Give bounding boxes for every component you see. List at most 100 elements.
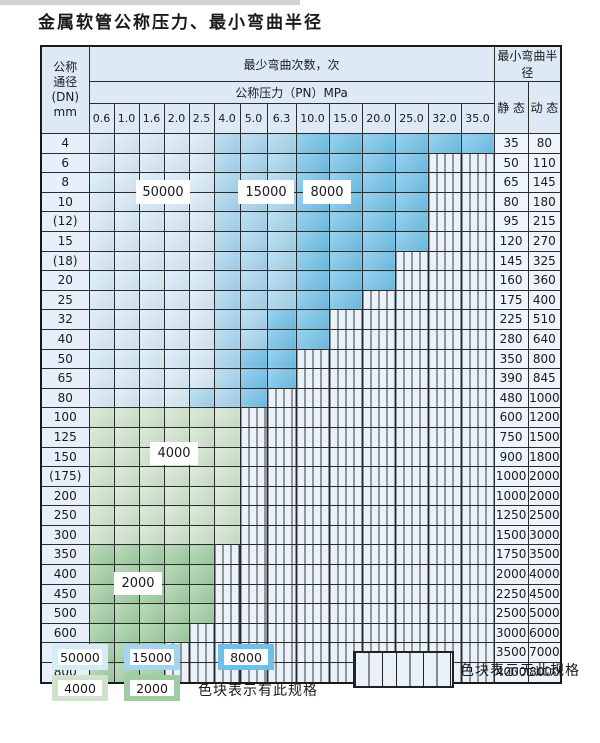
dn-value: 8: [40, 172, 90, 193]
no-spec-cell: [394, 466, 429, 487]
spec-cell: [361, 172, 396, 193]
no-spec-cell: [266, 583, 297, 605]
no-spec-cell: [394, 426, 429, 448]
no-spec-cell: [394, 328, 429, 350]
no-spec-cell: [394, 289, 429, 311]
legend-has-spec-text: 色块表示有此规格: [198, 683, 318, 699]
table-row: 6 50 110: [40, 152, 562, 174]
dynamic-column-header: 动 态: [527, 81, 562, 134]
zone-label-8000: 8000: [303, 180, 351, 204]
spec-cell: [113, 426, 140, 448]
no-spec-cell: [361, 426, 396, 448]
spec-cell: [88, 622, 115, 644]
no-spec-cell: [394, 524, 429, 546]
spec-cell: [394, 172, 429, 193]
no-spec-cell: [394, 387, 429, 409]
spec-cell: [138, 622, 165, 644]
no-spec-cell: [328, 603, 363, 624]
dynamic-radius-value: 6000: [527, 622, 562, 644]
no-spec-cell: [427, 387, 462, 409]
spec-cell: [138, 230, 165, 252]
spec-cell: [266, 230, 297, 252]
no-spec-cell: [361, 466, 396, 487]
dynamic-radius-value: 400: [527, 289, 562, 311]
dynamic-radius-value: 640: [527, 328, 562, 350]
spec-cell: [266, 270, 297, 291]
spec-cell: [138, 603, 165, 624]
no-spec-cell: [295, 426, 330, 448]
spec-cell: [295, 309, 330, 330]
static-column-header: 静 态: [493, 81, 529, 134]
spec-cell: [239, 270, 268, 291]
no-spec-cell: [295, 485, 330, 507]
spec-cell: [88, 603, 115, 624]
spec-cell: [113, 172, 140, 193]
spec-cell: [328, 152, 363, 174]
spec-cell: [361, 211, 396, 232]
dn-value: (175): [40, 466, 90, 487]
no-spec-cell: [427, 328, 462, 350]
dn-value: (18): [40, 250, 90, 272]
no-spec-cell: [328, 387, 363, 409]
spec-cell: [88, 505, 115, 526]
dn-value: 80: [40, 387, 90, 409]
no-spec-cell: [361, 505, 396, 526]
spec-cell: [239, 348, 268, 370]
no-spec-cell: [394, 446, 429, 468]
spec-cell: [163, 250, 190, 272]
dynamic-radius-value: 1200: [527, 407, 562, 428]
no-spec-cell: [460, 407, 495, 428]
dynamic-radius-value: 80: [527, 133, 562, 154]
spec-cell: [188, 505, 215, 526]
dn-value: 100: [40, 407, 90, 428]
table-row: 125 750 1500: [40, 426, 562, 448]
static-radius-value: 1000: [493, 466, 529, 487]
spec-cell: [163, 133, 190, 154]
no-spec-cell: [394, 407, 429, 428]
no-spec-cell: [361, 544, 396, 566]
no-spec-cell: [427, 426, 462, 448]
spec-cell: [394, 211, 429, 232]
spec-cell: [113, 309, 140, 330]
no-spec-cell: [361, 485, 396, 507]
table-row: 250 1250 2500: [40, 505, 562, 526]
dn-value: 350: [40, 544, 90, 566]
no-spec-cell: [460, 191, 495, 213]
static-radius-value: 750: [493, 426, 529, 448]
no-spec-cell: [213, 564, 241, 585]
spec-cell: [188, 152, 215, 174]
spec-cell: [88, 524, 115, 546]
static-radius-value: 600: [493, 407, 529, 428]
dn-value: 450: [40, 583, 90, 605]
spec-cell: [361, 152, 396, 174]
spec-cell: [213, 250, 241, 272]
spec-cell: [163, 485, 190, 507]
pressure-tick: 2.0: [163, 103, 190, 134]
dn-value: 125: [40, 426, 90, 448]
spec-cell: [361, 191, 396, 213]
dn-line-3: (DN): [51, 90, 80, 104]
no-spec-cell: [266, 524, 297, 546]
no-spec-cell: [427, 211, 462, 232]
spec-cell: [163, 622, 190, 644]
static-radius-value: 1500: [493, 524, 529, 546]
dn-value: 300: [40, 524, 90, 546]
no-spec-cell: [328, 544, 363, 566]
dn-value: 50: [40, 348, 90, 370]
no-spec-cell: [427, 583, 462, 605]
dn-value: 600: [40, 622, 90, 644]
no-spec-cell: [295, 466, 330, 487]
spec-cell: [295, 250, 330, 272]
spec-cell: [239, 368, 268, 389]
spec-cell: [427, 133, 462, 154]
spec-cell: [361, 230, 396, 252]
pressure-tick: 1.6: [138, 103, 165, 134]
no-spec-cell: [361, 622, 396, 644]
dynamic-radius-value: 215: [527, 211, 562, 232]
spec-cell: [88, 230, 115, 252]
table-row: 8 65 145: [40, 172, 562, 193]
spec-cell: [113, 622, 140, 644]
no-spec-cell: [213, 603, 241, 624]
pressure-tick: 5.0: [239, 103, 268, 134]
spec-cell: [188, 524, 215, 546]
